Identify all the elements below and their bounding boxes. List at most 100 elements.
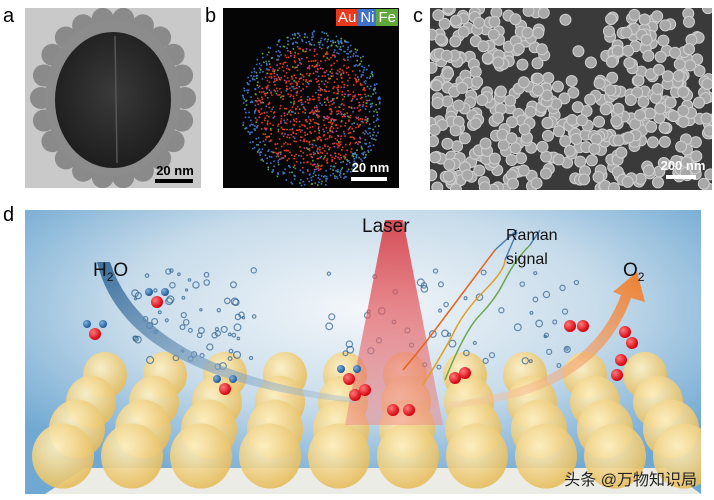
eds-pixel: [368, 64, 370, 67]
eds-pixel: [359, 104, 361, 106]
eds-pixel: [308, 147, 311, 150]
eds-pixel: [351, 123, 354, 125]
eds-pixel: [328, 58, 330, 61]
eds-pixel: [332, 41, 335, 44]
eds-pixel: [333, 157, 336, 160]
sem-particle: [541, 89, 554, 102]
eds-pixel: [343, 104, 345, 107]
eds-pixel: [278, 39, 281, 41]
sem-particle: [571, 101, 584, 114]
eds-pixel: [358, 156, 360, 159]
sem-particle: [620, 26, 633, 39]
eds-pixel: [264, 154, 267, 157]
eds-pixel: [259, 71, 261, 74]
eds-pixel: [337, 41, 340, 43]
eds-pixel: [336, 92, 338, 95]
eds-pixel: [257, 81, 259, 84]
eds-pixel: [326, 40, 329, 43]
molecules: [83, 288, 638, 416]
sem-particle: [430, 79, 443, 92]
eds-pixel: [330, 56, 332, 59]
eds-pixel: [296, 83, 298, 85]
eds-pixel: [297, 100, 300, 102]
eds-pixel: [302, 140, 305, 143]
sem-particle: [693, 64, 706, 77]
sem-particle: [441, 137, 454, 150]
water-droplet: [206, 343, 214, 351]
eds-pixel: [277, 123, 280, 126]
eds-pixel: [301, 38, 303, 41]
eds-pixel: [287, 143, 289, 145]
eds-pixel: [318, 132, 320, 134]
eds-pixel: [365, 105, 368, 108]
eds-pixel: [246, 83, 249, 85]
water-droplet: [177, 272, 181, 277]
eds-pixel: [354, 161, 356, 164]
eds-pixel: [343, 83, 346, 86]
eds-pixel: [269, 66, 272, 69]
eds-pixel: [355, 116, 358, 119]
eds-pixel: [331, 98, 334, 100]
eds-pixel: [334, 162, 337, 165]
eds-pixel: [292, 66, 294, 68]
eds-pixel: [255, 93, 257, 96]
eds-pixel: [372, 75, 374, 77]
eds-pixel: [266, 53, 269, 56]
eds-pixel: [375, 103, 377, 106]
eds-pixel: [342, 108, 345, 111]
sem-particle: [552, 153, 565, 166]
eds-pixel: [356, 98, 358, 101]
eds-pixel: [256, 74, 259, 77]
eds-pixel: [334, 175, 336, 177]
eds-pixel: [330, 136, 333, 138]
eds-pixel: [345, 41, 348, 43]
water-droplet: [346, 345, 355, 354]
eds-pixel: [282, 135, 285, 137]
eds-pixel: [292, 111, 294, 113]
eds-pixel: [298, 154, 300, 157]
eds-pixel: [306, 169, 309, 171]
eds-pixel: [267, 168, 270, 171]
eds-pixel: [277, 163, 280, 166]
eds-pixel: [309, 97, 311, 100]
eds-pixel: [297, 80, 300, 83]
eds-pixel: [337, 90, 340, 93]
eds-pixel: [334, 152, 337, 155]
eds-pixel: [317, 126, 320, 129]
tem-image: 20 nm: [25, 8, 201, 188]
eds-pixel: [342, 160, 344, 163]
eds-pixel: [320, 139, 322, 141]
eds-pixel: [326, 53, 329, 55]
eds-pixel: [316, 64, 318, 67]
water-droplet: [203, 279, 210, 286]
eds-pixel: [290, 101, 292, 104]
eds-pixel: [325, 175, 328, 178]
eds-pixel: [352, 55, 354, 57]
eds-pixel: [367, 149, 369, 152]
eds-pixel: [255, 63, 258, 66]
eds-pixel: [354, 74, 357, 76]
water-droplet: [220, 325, 228, 333]
eds-pixel: [304, 112, 307, 114]
eds-pixel: [300, 77, 303, 79]
eds-pixel: [373, 89, 376, 92]
eds-pixel: [344, 157, 346, 160]
eds-pixel: [266, 86, 269, 88]
eds-pixel: [328, 148, 330, 151]
eds-pixel: [295, 77, 297, 79]
water-droplet: [463, 349, 470, 357]
eds-pixel: [312, 111, 315, 114]
sem-particle: [521, 26, 534, 39]
eds-pixel: [269, 47, 272, 49]
eds-pixel: [374, 139, 377, 141]
eds-pixel: [292, 48, 295, 50]
eds-pixel: [294, 175, 296, 178]
eds-pixel: [332, 39, 334, 42]
eds-pixel: [249, 141, 252, 144]
scale-bar-b: [351, 177, 387, 181]
sem-particle: [438, 17, 451, 30]
eds-pixel: [293, 124, 296, 126]
eds-pixel: [336, 143, 338, 145]
eds-pixel: [304, 108, 307, 111]
eds-pixel: [315, 78, 317, 80]
